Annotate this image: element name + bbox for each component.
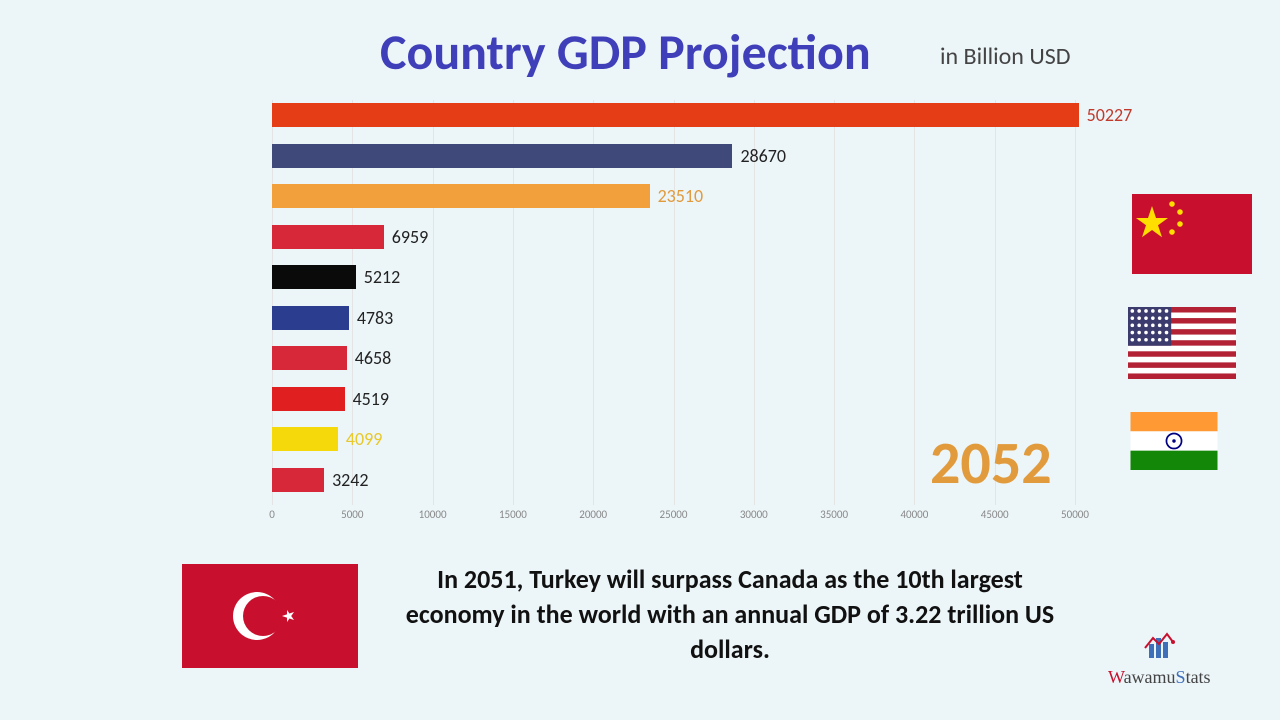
gridline: [834, 100, 835, 505]
bar-value: 50227: [1087, 103, 1133, 127]
logo-wawamustats: WawamuStats: [1108, 628, 1211, 688]
x-tick-label: 5000: [341, 508, 363, 521]
x-tick-label: 25000: [660, 508, 688, 521]
gridline: [914, 100, 915, 505]
x-tick-label: 30000: [740, 508, 768, 521]
x-tick-label: 35000: [820, 508, 848, 521]
bar-value: 3242: [332, 468, 369, 492]
bar: [272, 468, 324, 492]
bar: [272, 306, 349, 330]
bar-value: 4658: [355, 346, 392, 370]
bar: [272, 387, 345, 411]
bar: [272, 265, 356, 289]
bar: [272, 103, 1079, 127]
logo-text: WawamuStats: [1108, 667, 1211, 688]
year-label: 2052: [930, 427, 1052, 500]
x-tick-label: 10000: [419, 508, 447, 521]
x-tick-label: 20000: [579, 508, 607, 521]
bar-value: 4519: [353, 387, 390, 411]
bar-value: 4099: [346, 427, 383, 451]
bar: [272, 427, 338, 451]
bar: [272, 225, 384, 249]
feature-flag-turkey: [182, 564, 358, 668]
bar-value: 6959: [392, 225, 429, 249]
x-tick-label: 50000: [1061, 508, 1089, 521]
x-tick-label: 0: [269, 508, 275, 521]
bar-value: 4783: [357, 306, 394, 330]
bar-value: 28670: [740, 144, 786, 168]
page-title: Country GDP Projection: [380, 22, 871, 83]
gridline: [1075, 100, 1076, 505]
bar-value: 5212: [364, 265, 401, 289]
flag-sidebar: [1122, 194, 1262, 503]
x-tick-label: 45000: [981, 508, 1009, 521]
x-tick-label: 40000: [900, 508, 928, 521]
bar: [272, 184, 650, 208]
bar-value: 23510: [658, 184, 704, 208]
x-tick-label: 15000: [499, 508, 527, 521]
page-subtitle: in Billion USD: [940, 42, 1071, 71]
caption-text: In 2051, Turkey will surpass Canada as t…: [395, 562, 1065, 667]
flag-india-icon: [1122, 412, 1262, 503]
bar: [272, 346, 347, 370]
bar: [272, 144, 732, 168]
flag-china-icon: [1122, 194, 1262, 307]
flag-usa-icon: [1122, 307, 1262, 412]
